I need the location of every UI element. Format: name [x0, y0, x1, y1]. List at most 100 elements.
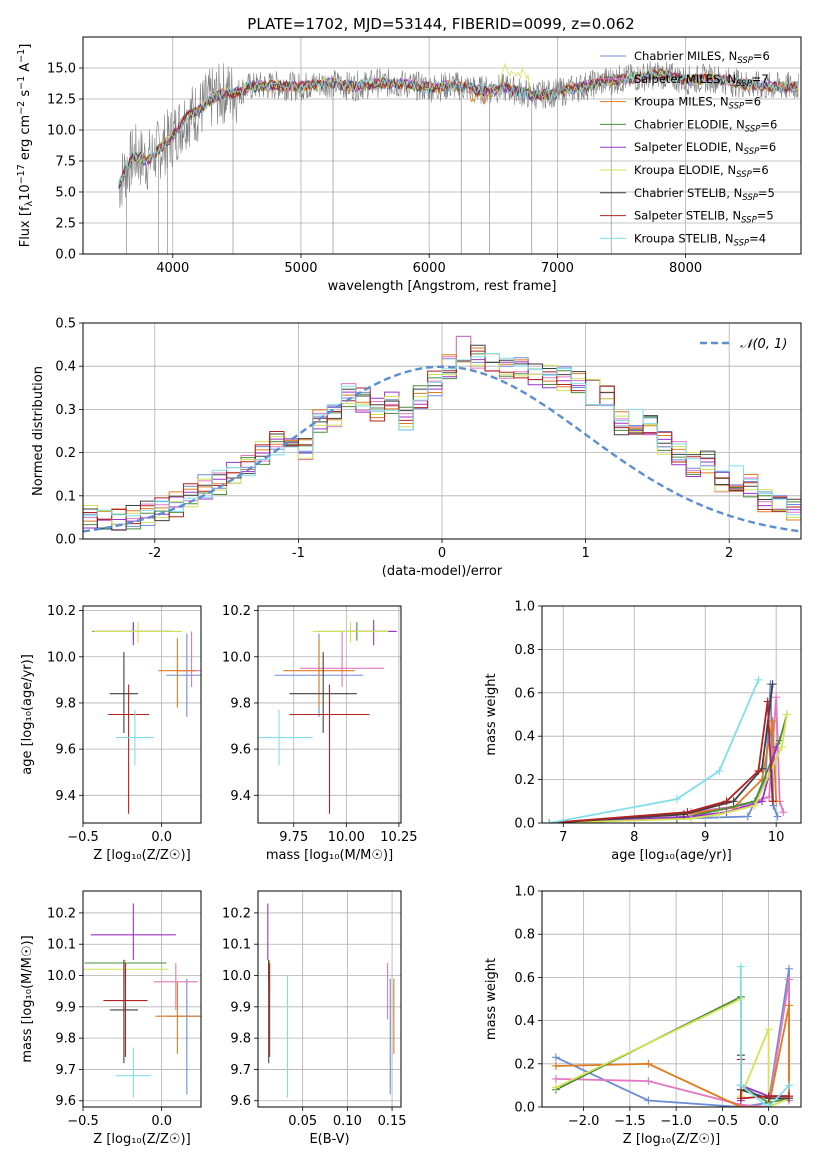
legend-label-main: Salpeter STELIB, N	[634, 209, 741, 223]
y-tick-label: 9.8	[55, 1032, 76, 1047]
plot-frame	[82, 36, 802, 255]
y-tick-label: 10.0	[222, 650, 251, 665]
grid-lines	[82, 891, 201, 1107]
x-axis-label: Z [log₁₀(Z/Z☉)]	[623, 1132, 720, 1147]
grid-lines	[542, 605, 801, 824]
x-tick-label: 10	[768, 830, 785, 845]
y-tick-label: 0.8	[514, 928, 535, 943]
y-tick-label: 15.0	[47, 62, 76, 77]
y-tick-label: 9.6	[230, 743, 251, 758]
data-layer	[118, 61, 799, 254]
mass-weight-point-marker	[545, 819, 554, 823]
mass-weight-point-marker	[644, 1096, 653, 1105]
y-tick-label: 10.0	[47, 124, 76, 139]
x-axis-label: Z [log₁₀(Z/Z☉)]	[93, 1132, 190, 1147]
legend-label-suffix: =5	[758, 186, 775, 200]
y-tick-label: 9.4	[230, 789, 251, 804]
y-axis-label: mass weight	[484, 673, 499, 755]
y-label-part: Flux [f	[18, 206, 33, 247]
mass-weight-point-marker	[736, 1094, 745, 1103]
x-tick-label: 0.0	[151, 1114, 172, 1129]
grid-lines	[258, 891, 401, 1107]
x-tick-label: 9.75	[279, 830, 308, 845]
y-tick-label: 9.4	[55, 789, 76, 804]
mass-weight-point-marker	[687, 814, 696, 823]
x-tick-label: −0.5	[67, 1114, 99, 1129]
legend-label-sub: SSP	[744, 147, 760, 157]
legend-label-sub: SSP	[742, 193, 758, 203]
x-tick-label: 0.10	[333, 1114, 362, 1129]
mass-weight-series-line	[549, 746, 778, 823]
axes-layer: −0.5 0.0 9.6 9.7 9.8 9.9 10.0 10.1 10.2 Z [log₁₀(…	[20, 890, 202, 1147]
y-axis-label: Flux [fλ10−17 erg cm−2 s−1 A−1]	[16, 44, 35, 248]
y-tick-label: 5.0	[55, 186, 76, 201]
y-tick-label: 0.6	[514, 971, 535, 986]
mass-weight-point-marker	[644, 1077, 653, 1086]
y-tick-label: 9.6	[230, 1094, 251, 1109]
legend-label-suffix: =6	[753, 49, 770, 63]
mass-weight-point-marker	[754, 675, 763, 684]
mass-weight-series-line	[555, 979, 790, 1107]
legend-label-suffix: =7	[752, 72, 769, 86]
plot-frame	[257, 890, 402, 1108]
y-tick-label: 9.6	[55, 743, 76, 758]
x-tick-label: 0.0	[151, 830, 172, 845]
x-tick-label: 7000	[541, 261, 574, 276]
mass-weight-point-marker	[764, 1103, 773, 1107]
y-tick-label: 10.2	[47, 604, 76, 619]
y-label-part: ]	[18, 44, 33, 49]
y-tick-label: 10.1	[47, 938, 76, 953]
legend-label-sub: SSP	[736, 170, 752, 180]
normal-distribution-curve	[83, 365, 801, 533]
model-spectrum-line	[118, 69, 798, 185]
x-axis-label: wavelength [Angstrom, rest frame]	[328, 279, 557, 294]
y-tick-label: 9.8	[230, 1032, 251, 1047]
x-axis-label: Z [log₁₀(Z/Z☉)]	[93, 848, 190, 863]
plot-frame	[82, 890, 202, 1108]
y-label-part: λ	[24, 200, 35, 206]
mass-weight-point-marker	[772, 693, 781, 702]
data-layer	[551, 962, 793, 1107]
y-tick-label: 0.0	[514, 1101, 535, 1116]
y-tick-label: 10.1	[222, 938, 251, 953]
mass-weight-point-marker	[779, 808, 788, 817]
residual-histogram-plot: -2 -1 0 1 2 0.0 0.1 0.2 0.3 0.4 0.5 (data-model)/er…	[31, 317, 802, 579]
mass-weight-point-marker	[736, 962, 745, 971]
legend-label-main: Kroupa ELODIE, N	[634, 163, 736, 177]
y-tick-label: 9.7	[230, 1063, 251, 1078]
mass-weight-series-line	[548, 679, 760, 823]
mass-weight-point-marker	[722, 797, 731, 806]
mass-weight-vs-age-plot: 7 8 9 10 0.0 0.2 0.4 0.6 0.8 1.0 age [log₁₀(age/yr…	[484, 600, 802, 863]
plot-frame	[82, 605, 202, 824]
y-tick-label: 0.0	[55, 248, 76, 263]
mass-weight-point-marker	[784, 975, 793, 984]
mass-weight-point-marker	[551, 1083, 560, 1092]
legend-entry-label: Kroupa STELIB, NSSP=4	[634, 231, 766, 248]
x-tick-label: 4000	[156, 261, 189, 276]
legend-label-sub: SSP	[734, 238, 750, 248]
plot-frame	[257, 605, 402, 824]
x-tick-label: 0	[438, 546, 446, 561]
y-label-part: erg cm	[18, 115, 33, 164]
legend-label-sub: SSP	[736, 79, 752, 89]
y-tick-label: 0.4	[55, 360, 76, 375]
mass-weight-series-line	[549, 714, 788, 823]
axes-layer: 9.75 10.00 10.25 9.4 9.6 9.8 10.0 10.2 mass [log…	[222, 604, 417, 863]
y-tick-label: 0.0	[55, 533, 76, 548]
y-label-part: 10	[18, 184, 33, 201]
legend-label-suffix: =4	[749, 231, 766, 245]
y-tick-label: 9.9	[55, 1000, 76, 1015]
x-tick-label: -2	[148, 546, 161, 561]
y-label-part: A	[18, 63, 33, 76]
x-axis-label: (data-model)/error	[382, 564, 503, 579]
mass-weight-series-line	[549, 697, 785, 823]
y-tick-label: 9.8	[55, 696, 76, 711]
y-tick-label: 0.2	[55, 446, 76, 461]
mass-weight-point-marker	[768, 680, 777, 689]
legend-label-sub: SSP	[729, 102, 745, 112]
y-tick-label: 0.1	[55, 489, 76, 504]
mass-weight-series-line	[740, 966, 790, 1107]
mass-weight-point-marker	[757, 797, 766, 806]
x-tick-label: 8	[630, 830, 638, 845]
legend-entry-label: Salpeter ELODIE, NSSP=6	[634, 140, 776, 157]
